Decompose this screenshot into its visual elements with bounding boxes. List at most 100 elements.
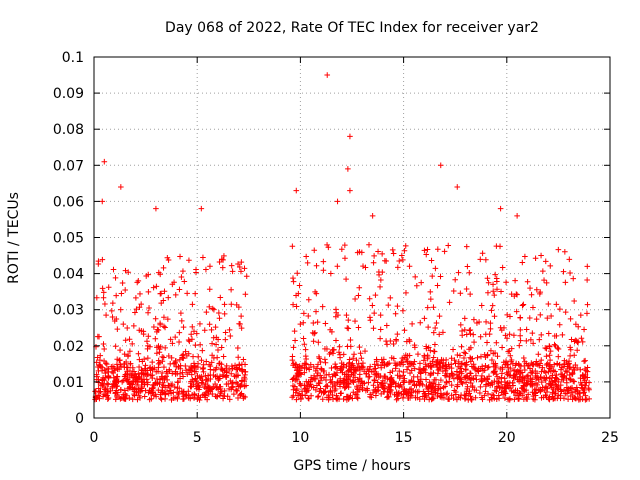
data-point-394 [97,388,104,395]
data-point-1973 [389,247,396,253]
data-point-2142 [396,361,403,367]
data-point-1864 [377,326,384,333]
data-point-366 [231,391,237,397]
data-point-1858 [571,352,578,358]
data-point-1604 [467,377,474,383]
data-point-485 [112,378,118,384]
data-point-1676 [557,392,564,399]
data-point-188 [93,371,100,378]
data-point-301 [162,374,168,381]
data-point-2221 [568,336,575,343]
data-point-506 [190,381,197,388]
data-point-1531 [542,369,549,376]
data-point-601 [217,294,224,301]
data-point-623 [193,266,199,273]
data-point-1327 [543,383,549,389]
data-point-1612 [454,381,461,388]
data-point-2217 [300,335,307,342]
data-point-1983 [493,339,500,346]
data-point-1502 [375,362,381,369]
data-point-1773 [369,302,376,309]
data-point-550 [238,268,244,275]
data-point-372 [95,379,102,386]
data-point-1615 [315,394,321,400]
data-point-714 [192,290,198,297]
data-point-1417 [499,364,506,371]
data-point-1937 [517,327,524,333]
data-point-1891 [302,360,308,367]
data-point-1800 [424,246,431,253]
data-point-2004 [490,360,497,367]
data-point-2046 [366,295,373,302]
data-point-1801 [463,359,470,366]
data-point-364 [198,373,205,380]
data-point-1729 [446,378,453,385]
data-point-2091 [478,302,485,309]
data-point-1835 [427,289,434,295]
data-point-724 [145,343,151,349]
data-point-735 [180,355,187,361]
data-point-1404 [543,374,550,381]
data-point-707 [121,351,128,357]
data-point-2214 [320,267,327,274]
data-point-1640 [329,373,336,380]
data-point-1524 [448,392,455,399]
data-point-627 [136,356,143,363]
data-point-1454 [572,362,579,368]
data-point-2018 [521,358,528,365]
data-point-2082 [377,312,384,318]
data-point-686 [235,354,241,361]
data-point-1955 [508,357,515,363]
data-point-2072 [575,323,582,330]
data-point-1879 [538,252,544,259]
data-point-1901 [428,257,435,264]
data-point-1994 [459,360,465,367]
data-point-2137 [528,291,535,298]
data-point-513 [136,364,142,370]
data-point-1568 [394,372,401,379]
x-tick-label-5: 25 [601,430,619,446]
data-point-1343 [422,369,429,376]
data-point-1572 [297,370,303,377]
data-point-1757 [546,380,552,387]
data-point-1464 [306,366,313,373]
data-point-622 [168,355,175,361]
data-point-1499 [435,367,442,373]
data-point-2220 [336,343,343,350]
data-point-1759 [463,379,469,386]
data-point-2197 [487,326,494,332]
data-point-2231 [334,198,341,205]
data-point-1740 [292,389,299,396]
data-point-502 [150,382,157,388]
data-point-1697 [312,368,319,374]
data-point-1574 [532,396,538,403]
data-point-693 [112,275,119,281]
data-point-802 [577,366,584,373]
data-point-1696 [469,384,476,390]
data-point-2122 [455,269,462,276]
data-point-2168 [566,256,573,263]
data-point-615 [146,305,152,311]
data-point-1963 [490,350,497,357]
data-point-1925 [385,302,392,308]
data-point-1566 [375,384,382,390]
data-point-1430 [350,377,357,384]
data-point-382 [205,388,211,395]
data-point-963 [444,390,451,397]
data-point-1564 [550,396,556,402]
data-point-607 [120,321,127,327]
data-point-490 [110,374,117,381]
data-point-1360 [314,382,320,389]
data-point-2086 [523,326,530,333]
data-point-1695 [356,378,362,385]
data-point-1707 [318,365,324,372]
data-point-1308 [454,374,461,381]
data-point-1513 [537,386,544,393]
data-point-2193 [479,250,486,257]
data-point-1445 [301,386,308,392]
data-point-1945 [504,335,510,342]
data-point-569 [169,281,176,288]
data-point-1241 [367,391,373,398]
data-point-497 [124,368,130,375]
data-point-400 [97,362,103,368]
